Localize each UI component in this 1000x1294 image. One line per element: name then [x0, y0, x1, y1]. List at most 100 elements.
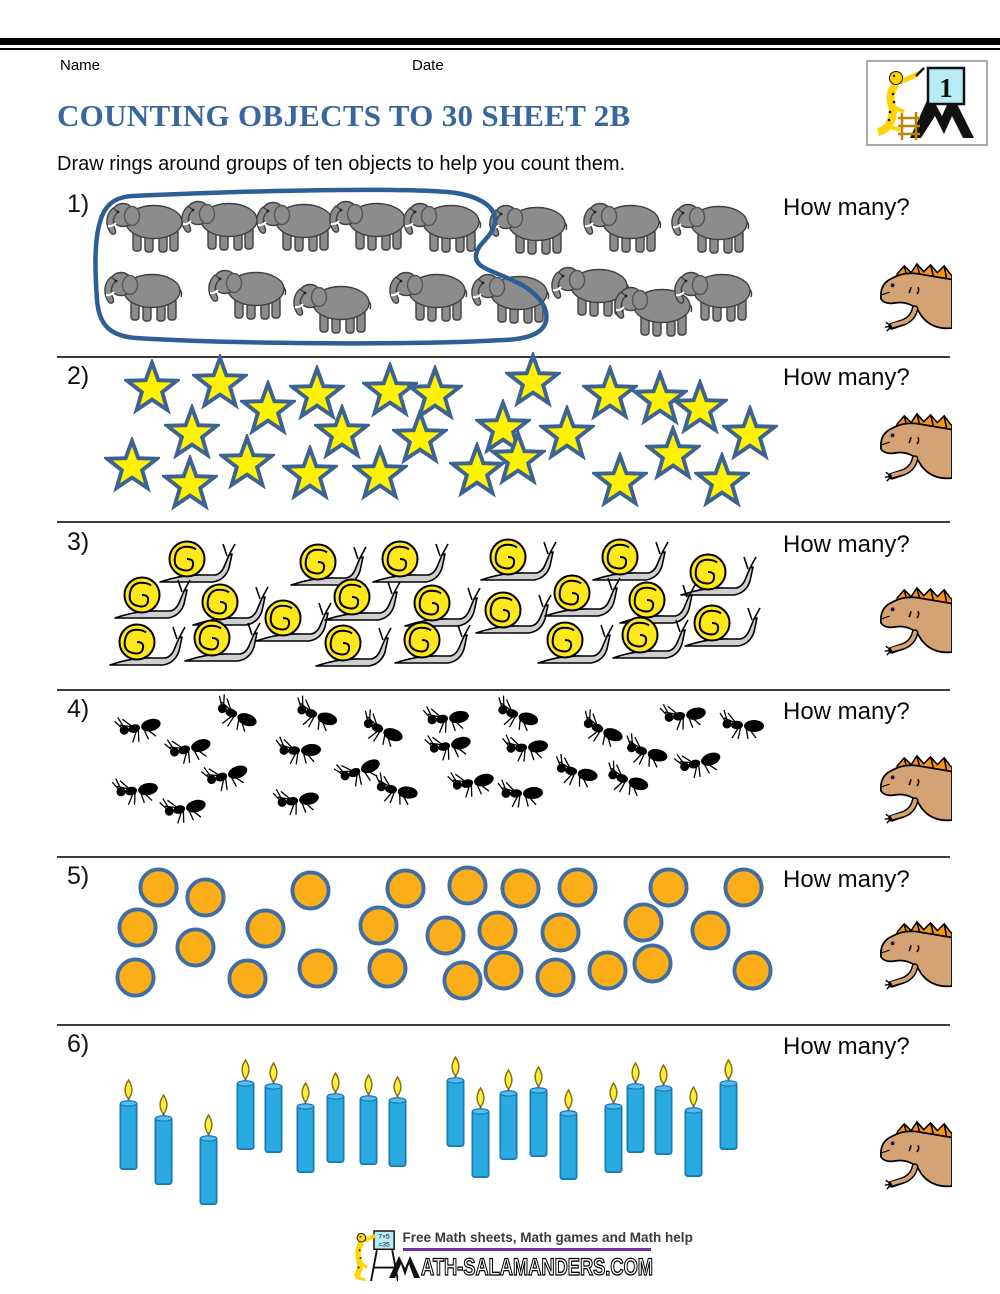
candle-icon [234, 1057, 257, 1153]
candle-icon [117, 1077, 140, 1173]
candle-icon [386, 1074, 409, 1170]
candle-icon [497, 1067, 520, 1163]
candle-icon [444, 1054, 467, 1150]
circle-icon [539, 911, 582, 954]
date-label: Date [412, 57, 444, 74]
circle-icon [534, 956, 577, 999]
star-icon [164, 404, 220, 460]
page-title: COUNTING OBJECTS TO 30 SHEET 2B [57, 98, 631, 133]
site-badge-logo: 1 [866, 60, 988, 146]
candle-icon [294, 1080, 317, 1176]
star-icon [694, 452, 750, 508]
footer-site-text: ATH-SALAMANDERS.COM [421, 1254, 653, 1280]
ant-icon [273, 728, 326, 772]
star-icon [645, 425, 701, 481]
circle-icon [424, 914, 467, 957]
name-label: Name [60, 57, 101, 74]
footer-board-line1: 7×5 [378, 1234, 390, 1241]
circle-icon [116, 906, 159, 949]
candle-icon [262, 1060, 285, 1156]
footer-tagline: Free Math sheets, Math games and Math he… [402, 1230, 693, 1245]
candle-icon [682, 1084, 705, 1180]
ant-icon [269, 775, 326, 825]
elephant-icon [670, 196, 750, 258]
snail-icon [682, 597, 762, 651]
m-logo-icon [910, 94, 974, 138]
problem-6-number: 6) [67, 1030, 90, 1058]
snail-icon [313, 617, 393, 671]
snail-icon [112, 569, 192, 623]
elephant-icon [207, 262, 287, 324]
snail-icon [107, 616, 187, 670]
footer-purple-rule [402, 1248, 651, 1251]
candle-icon [652, 1062, 675, 1158]
footer-m-logo-icon [388, 1256, 420, 1278]
circle-icon [244, 907, 287, 950]
ant-icon [549, 748, 605, 796]
candle-icon [527, 1064, 550, 1160]
circle-icon [296, 947, 339, 990]
problem-2-number: 2) [67, 362, 90, 390]
footer: 7×5 =35 Free Math sheets, Math games and… [0, 1226, 1000, 1286]
lizard-icon [878, 750, 952, 828]
ant-icon [111, 701, 170, 753]
circle-icon [622, 901, 665, 944]
elephant-icon [328, 193, 408, 255]
problem-1-how-many: How many? [783, 194, 910, 221]
circle-icon [137, 866, 180, 909]
lizard-icon [878, 258, 952, 336]
ant-icon [495, 771, 548, 815]
problem-5-how-many: How many? [783, 866, 910, 893]
circle-icon [114, 956, 157, 999]
circle-icon [499, 867, 542, 910]
lizard-icon [878, 582, 952, 660]
circle-icon [446, 864, 489, 907]
circle-icon [366, 947, 409, 990]
circle-icon [174, 926, 217, 969]
star-icon [219, 434, 275, 490]
elephant-icon [388, 264, 468, 326]
separator-3 [57, 689, 950, 691]
candle-icon [152, 1092, 175, 1188]
separator-1 [57, 356, 950, 358]
candle-icon [557, 1087, 580, 1183]
star-icon [539, 405, 595, 461]
ant-icon [499, 724, 554, 771]
circle-icon [482, 949, 525, 992]
footer-site-name: ATH-SALAMANDERS.COM [421, 1253, 654, 1280]
star-icon [104, 437, 160, 493]
circle-icon [289, 869, 332, 912]
candle-icon [469, 1085, 492, 1181]
problem-4-number: 4) [67, 695, 90, 723]
ant-icon [718, 705, 768, 745]
star-icon [240, 380, 296, 436]
candle-icon [357, 1072, 380, 1168]
footer-salamander-logo: 7×5 =35 [352, 1230, 398, 1282]
problem-6-how-many: How many? [783, 1033, 910, 1060]
lizard-icon [878, 1116, 952, 1194]
circle-icon [357, 904, 400, 947]
instruction-text: Draw rings around groups of ten objects … [57, 153, 626, 175]
salamander-icon [877, 67, 925, 140]
elephant-icon [103, 264, 183, 326]
ant-icon [109, 766, 165, 814]
circle-icon [689, 909, 732, 952]
elephant-icon [255, 194, 335, 256]
elephant-icon [470, 266, 550, 328]
star-icon [352, 445, 408, 501]
elephant-icon [402, 195, 482, 257]
candle-icon [197, 1112, 220, 1208]
badge-number: 1 [939, 73, 953, 103]
lizard-icon [878, 916, 952, 994]
star-icon [592, 452, 648, 508]
problem-1-number: 1) [67, 190, 90, 218]
elephant-icon [488, 197, 568, 259]
circle-icon [226, 957, 269, 1000]
ant-icon [656, 690, 713, 740]
problem-3-how-many: How many? [783, 531, 910, 558]
problem-2-how-many: How many? [783, 364, 910, 391]
lizard-icon [878, 408, 952, 486]
elephant-icon [582, 195, 662, 257]
